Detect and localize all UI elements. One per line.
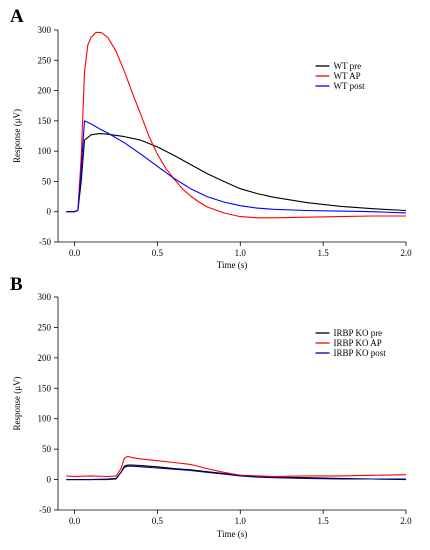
x-tick-label: 2.0 [400, 516, 412, 526]
legend-label: IRBP KO pre [334, 328, 383, 338]
x-tick-label: 1.0 [235, 516, 247, 526]
x-tick-label: 0.5 [152, 516, 164, 526]
y-tick-label: 150 [38, 383, 52, 393]
legend-label: WT AP [334, 71, 361, 81]
series-line-irbp-ko-pre [66, 464, 406, 481]
y-tick-label: 300 [38, 25, 52, 35]
x-tick-label: 1.5 [318, 516, 330, 526]
x-tick-label: 2.0 [400, 248, 412, 258]
series-line-irbp-ko-post [66, 465, 407, 481]
x-tick-label: 0.5 [152, 248, 164, 258]
x-tick-label: 0.0 [69, 516, 81, 526]
y-tick-label: 100 [38, 146, 52, 156]
chart-panel-a: -50 0 50 100 150 200 250 300 0.0 0.5 1.0 1.5 2.0 Time… [12, 25, 412, 270]
legend-label: IRBP KO AP [334, 338, 382, 348]
y-tick-label: 150 [38, 116, 52, 126]
y-axis-title: Response (μV) [12, 109, 22, 163]
y-tick-label: 250 [38, 55, 52, 65]
legend-label: WT post [334, 81, 366, 91]
y-tick-label: 100 [38, 414, 52, 424]
y-axis-title: Response (μV) [12, 376, 22, 430]
series-line-wt-ap [66, 31, 406, 219]
y-tick-label: 200 [38, 353, 52, 363]
x-tick-label: 1.5 [318, 248, 330, 258]
series-line-wt-post [66, 120, 407, 214]
y-tick-label: 0 [47, 207, 52, 217]
x-axis-title: Time (s) [217, 529, 247, 539]
y-tick-label: 300 [38, 292, 52, 302]
panel-b-letter: B [10, 274, 23, 295]
series-line-irbp-ko-ap [66, 455, 407, 478]
x-tick-label: 1.0 [235, 248, 247, 258]
legend-label: WT pre [334, 61, 362, 71]
y-tick-label: 50 [42, 444, 52, 454]
y-tick-label: 250 [38, 322, 52, 332]
legend-label: IRBP KO post [334, 348, 387, 358]
x-tick-label: 0.0 [69, 248, 81, 258]
y-tick-label: -50 [39, 237, 51, 247]
panel-a-letter: A [10, 6, 24, 27]
series-line-wt-pre [66, 133, 407, 213]
x-axis-title: Time (s) [217, 260, 247, 270]
y-tick-label: 200 [38, 86, 52, 96]
y-tick-label: 50 [42, 176, 52, 186]
y-tick-label: -50 [39, 505, 51, 515]
y-tick-label: 0 [47, 475, 52, 485]
chart-panel-b: -50 0 50 100 150 200 250 300 0.0 0.5 1.0 1.5 2.0 Time… [12, 292, 412, 539]
